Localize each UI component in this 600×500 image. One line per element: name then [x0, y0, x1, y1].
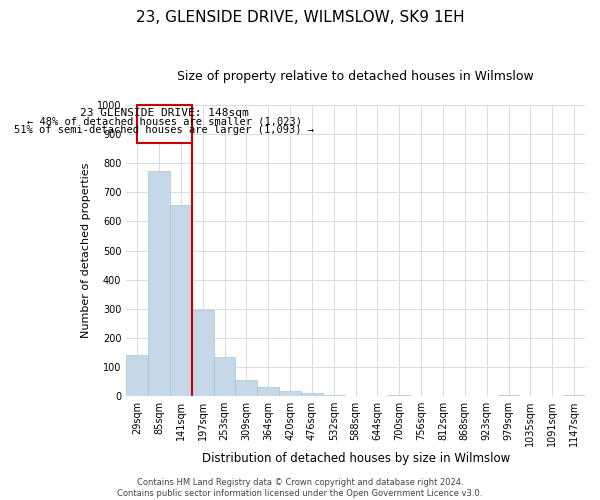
- X-axis label: Distribution of detached houses by size in Wilmslow: Distribution of detached houses by size …: [202, 452, 510, 465]
- Bar: [126, 356, 148, 396]
- Text: Contains HM Land Registry data © Crown copyright and database right 2024.
Contai: Contains HM Land Registry data © Crown c…: [118, 478, 482, 498]
- Bar: [192, 310, 214, 396]
- Bar: [235, 380, 257, 396]
- Text: 51% of semi-detached houses are larger (1,093) →: 51% of semi-detached houses are larger (…: [14, 126, 314, 136]
- Bar: [323, 395, 345, 396]
- Bar: [214, 357, 235, 396]
- Bar: [279, 391, 301, 396]
- Y-axis label: Number of detached properties: Number of detached properties: [82, 163, 91, 338]
- Bar: [170, 206, 192, 396]
- Title: Size of property relative to detached houses in Wilmslow: Size of property relative to detached ho…: [177, 70, 534, 83]
- Bar: [301, 394, 323, 396]
- Text: ← 48% of detached houses are smaller (1,023): ← 48% of detached houses are smaller (1,…: [27, 116, 302, 126]
- Bar: [388, 395, 410, 396]
- FancyBboxPatch shape: [137, 105, 192, 143]
- Bar: [148, 170, 170, 396]
- Text: 23 GLENSIDE DRIVE: 148sqm: 23 GLENSIDE DRIVE: 148sqm: [80, 108, 249, 118]
- Bar: [257, 386, 279, 396]
- Bar: [497, 395, 520, 396]
- Bar: [563, 395, 585, 396]
- Text: 23, GLENSIDE DRIVE, WILMSLOW, SK9 1EH: 23, GLENSIDE DRIVE, WILMSLOW, SK9 1EH: [136, 10, 464, 25]
